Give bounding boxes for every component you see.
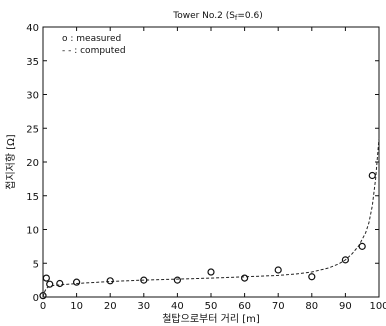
x-tick-label: 70: [272, 301, 285, 312]
measured-point: [39, 292, 47, 300]
x-tick-label: 20: [104, 301, 117, 312]
measured-point: [241, 274, 249, 282]
measured-point: [368, 171, 376, 180]
x-tick-label: 50: [205, 301, 218, 312]
x-tick-label: 80: [305, 301, 318, 312]
x-tick-label: 40: [171, 301, 184, 312]
y-tick-label: 5: [33, 259, 39, 270]
y-tick-label: 0: [33, 293, 39, 304]
computed-line: [42, 138, 380, 298]
measured-point: [341, 256, 349, 264]
x-axis-label: 철탑으로부터 거리 [m]: [162, 313, 260, 325]
measured-point: [46, 280, 54, 288]
y-tick-label: 35: [26, 57, 39, 68]
y-tick-label: 40: [26, 23, 39, 34]
legend-computed: - - : computed: [62, 46, 126, 56]
legend: o : measured - - : computed: [62, 34, 126, 56]
y-tick-label: 25: [26, 124, 39, 135]
measured-point: [106, 277, 114, 285]
tick-marks: [42, 26, 380, 298]
measured-point: [274, 266, 282, 274]
legend-measured: o : measured: [62, 34, 121, 44]
chart-title-rest: =0.6): [237, 11, 262, 21]
measured-point: [72, 278, 81, 286]
y-axis-label: 접지저항 [Ω]: [5, 134, 17, 190]
measured-point: [308, 273, 316, 281]
measured-point: [42, 274, 50, 282]
series-layer: [39, 138, 380, 300]
y-tick-label: 30: [26, 91, 39, 102]
tick-labels: 0 10 20 30 40 50 60 70 80 90 100 0 5 10 15 20 25 30 35 40: [26, 23, 386, 312]
chart-title-subscript: f: [235, 14, 238, 22]
x-tick-label: 100: [369, 301, 386, 312]
plot-frame: [42, 26, 380, 298]
measured-point: [358, 242, 366, 250]
measured-point: [207, 268, 215, 276]
measured-point: [173, 276, 181, 284]
x-tick-label: 60: [238, 301, 251, 312]
x-tick-label: 0: [40, 301, 46, 312]
measured-point: [140, 276, 148, 284]
x-tick-label: 10: [70, 301, 83, 312]
chart-title-main: Tower No.2 (S: [172, 11, 235, 21]
x-tick-label: 90: [339, 301, 352, 312]
x-tick-label: 30: [137, 301, 150, 312]
y-tick-label: 20: [26, 158, 39, 169]
y-tick-label: 10: [26, 226, 39, 237]
measured-point: [56, 279, 64, 288]
chart-title: Tower No.2 (Sf=0.6): [172, 11, 263, 22]
y-tick-label: 15: [26, 192, 39, 203]
